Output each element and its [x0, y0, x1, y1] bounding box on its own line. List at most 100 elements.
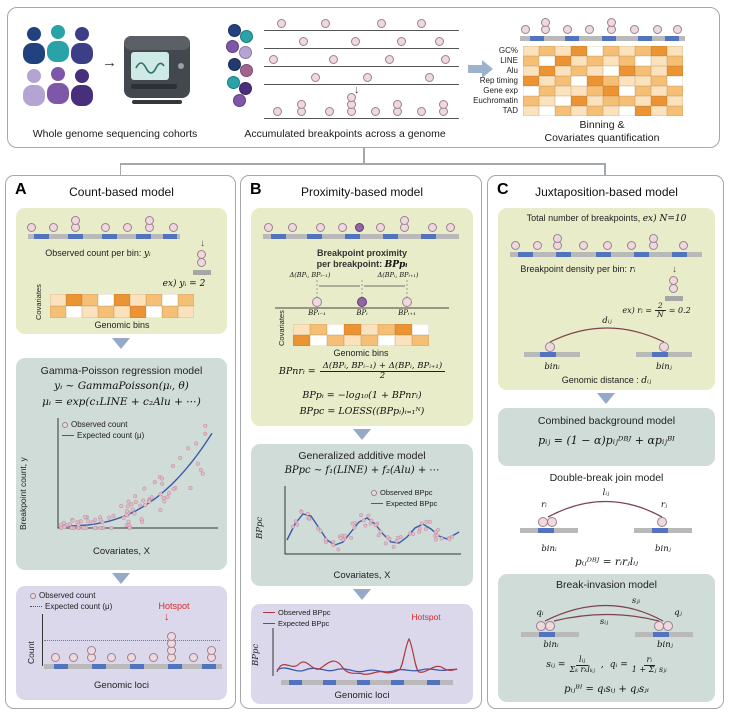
- example-count-label: ex) yᵢ = 2: [162, 279, 206, 289]
- breakpoint-circle: [49, 223, 58, 232]
- density-example: ex) rᵢ = 2 N = 0.2: [598, 301, 715, 320]
- example-lhs: ex) rᵢ =: [622, 306, 652, 316]
- scatter-dot: [307, 516, 312, 521]
- genome-track: [27, 208, 180, 242]
- heatmap-cell: [523, 66, 539, 76]
- bi-equation: pᵢⱼᴮᴵ = qᵢsᵢⱼ + qⱼsⱼᵢ: [564, 684, 649, 695]
- legend-observed: Observed BPpc: [371, 488, 437, 497]
- heatmap-cell: [667, 106, 683, 116]
- heatmap-cell: [555, 86, 571, 96]
- proximity-label-line1: Breakpoint proximity: [316, 248, 408, 258]
- heatmap-cell: [98, 306, 114, 318]
- genome-line-track: [264, 72, 459, 88]
- delta-right-label: Δ(BPᵢ, BPᵢ₊₁): [377, 271, 419, 279]
- heatmap-cell: [571, 56, 587, 66]
- line-swatch-icon: [371, 503, 383, 504]
- genome-source-dot: [239, 46, 252, 59]
- breakpoint-circle: [149, 653, 158, 662]
- breakpoint-circle: [435, 37, 444, 46]
- scatter-dot: [434, 537, 438, 542]
- loci-y-label: BPpc: [251, 643, 261, 667]
- fraction-denominator: N: [657, 310, 664, 320]
- covariates-axis-label: Covariates: [34, 284, 43, 320]
- line-swatch-icon: [263, 623, 275, 624]
- scatter-dot: [129, 502, 134, 507]
- breakpoint-circle: [273, 107, 282, 116]
- heatmap-cell: [523, 76, 539, 86]
- heatmap-cell: [587, 86, 603, 96]
- hotspot-label: Hotspot: [158, 601, 190, 611]
- scatter-dot: [142, 486, 147, 491]
- genome-source-dot: [233, 94, 246, 107]
- breakpoint-circle: [441, 55, 450, 64]
- scatter-dot: [143, 502, 148, 507]
- heatmap-cell: [146, 306, 162, 318]
- bi-model-title: Break-invasion model: [556, 579, 657, 591]
- genome-source-dot: [228, 58, 241, 71]
- red-line-swatch-icon: [263, 612, 275, 613]
- panel-a-badge: A: [15, 181, 27, 198]
- scatter-dot: [171, 486, 176, 492]
- scatter-dot: [305, 511, 310, 516]
- bin-segment: [289, 680, 302, 685]
- heatmap-cell: [162, 294, 178, 306]
- loci-x-label: Genomic loci: [334, 690, 390, 701]
- y-axis-line: [42, 614, 43, 666]
- bin-j-label: binⱼ: [656, 362, 672, 372]
- legend-label: Expected BPpc: [386, 499, 438, 508]
- heatmap-cell: [651, 76, 667, 86]
- heatmap-cell: [571, 66, 587, 76]
- breakpoint-circle: [511, 241, 520, 250]
- heatmap-cell: [555, 56, 571, 66]
- bin-segment: [391, 680, 404, 685]
- breakpoint-circle: [127, 653, 136, 662]
- scatter-dot: [194, 441, 199, 446]
- distance-prefix: Genomic distance :: [561, 375, 642, 385]
- heatmap-cell: [327, 324, 344, 335]
- example-fraction: 2 N: [654, 301, 666, 320]
- equation: μᵢ = exp(c₁LINE + c₂Alu + ⋯): [42, 396, 201, 408]
- bin-segment: [530, 36, 544, 41]
- scatter-dot: [61, 520, 66, 525]
- breakpoint-circle: [269, 55, 278, 64]
- combined-model-title: Combined background model: [537, 415, 676, 427]
- genome-bar: [264, 84, 459, 86]
- bin-segment: [383, 234, 398, 239]
- arrow-down-icon: [112, 573, 130, 584]
- scatter-dot: [295, 522, 300, 527]
- combined-equation: pᵢⱼ = (1 − α)pᵢⱼᴰᴮᴶ + αpᵢⱼᴮᴵ: [538, 434, 675, 447]
- total-label: Total number of breakpoints,: [526, 213, 641, 223]
- bin-segment: [202, 664, 216, 669]
- bppc-equation: BPpc = LOESS((BPpᵢ)ᵢ₌₁ᴺ): [299, 406, 425, 417]
- breakpoint-circle: [425, 73, 434, 82]
- heatmap-cell: [539, 56, 555, 66]
- scatter-dot: [166, 491, 172, 496]
- dbj-model-title: Double-break join model: [549, 472, 664, 484]
- equation-fraction: lᵢⱼ Σₖ rₖlₖⱼ: [569, 655, 594, 675]
- equation-separator: ,: [600, 660, 604, 671]
- heatmap-cell: [555, 106, 571, 116]
- heatmap-cell: [667, 96, 683, 106]
- bin-segment: [427, 680, 440, 685]
- breakpoint-circle: [297, 100, 306, 109]
- scatter-dot: [352, 525, 357, 530]
- scatter-dot: [121, 515, 126, 520]
- heatmap-cell: [635, 56, 651, 66]
- equation-lhs: BPnrᵢ =: [278, 366, 316, 378]
- bin-segment: [665, 36, 679, 41]
- dbj-equation: pᵢⱼᴰᴮᴶ = rᵢrⱼlᵢⱼ: [574, 556, 639, 568]
- cohort-people-icon: [23, 25, 93, 106]
- plot-legend: Observed count Expected count (μ): [62, 420, 144, 442]
- l-ij-label: lᵢⱼ: [602, 488, 610, 498]
- scatter-dot: [318, 528, 323, 533]
- covariate-row-labels: GC% LINE Alu Rep timing Gene exp Euchromatin T…: [458, 46, 518, 116]
- scatter-dot: [387, 536, 392, 541]
- scatter-dot: [81, 525, 86, 531]
- breakpoint-circle: [311, 73, 320, 82]
- example-bin: [665, 296, 683, 301]
- bin-segment: [168, 664, 182, 669]
- plot-y-label: BPpc: [255, 516, 265, 540]
- observed-count-label: Observed count per bin: yᵢ: [18, 248, 178, 259]
- breakpoint-circle: [371, 107, 380, 116]
